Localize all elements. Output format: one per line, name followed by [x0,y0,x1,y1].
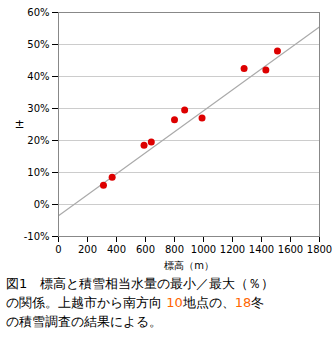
svg-text:60%: 60% [27,7,49,18]
svg-text:標高（m）: 標高（m） [164,260,214,271]
svg-text:-10%: -10% [24,231,50,242]
html-text:図1 標高と積雪相当水量の最小／最大（％）: 図1 標高と積雪相当水量の最小／最大（％） [6,276,275,291]
svg-text:1200: 1200 [220,244,245,255]
svg-text:200: 200 [78,244,97,255]
svg-text:50%: 50% [27,39,49,50]
svg-text:20%: 20% [27,135,49,146]
svg-text:40%: 40% [27,71,49,82]
svg-text:600: 600 [136,244,155,255]
html-text:の積雪調査の結果による。: の積雪調査の結果による。 [6,314,162,329]
html-text:の関係。上越市から南方向10地点の、18冬: の関係。上越市から南方向10地点の、18冬 [6,295,265,310]
svg-text:±: ± [15,117,25,131]
svg-text:0: 0 [55,244,61,255]
svg-text:10%: 10% [27,167,49,178]
svg-text:800: 800 [165,244,184,255]
svg-text:1600: 1600 [278,244,303,255]
svg-text:30%: 30% [27,103,49,114]
svg-text:1800: 1800 [307,244,332,255]
svg-text:0%: 0% [34,199,50,210]
svg-text:1000: 1000 [191,244,216,255]
svg-text:1400: 1400 [249,244,274,255]
svg-text:400: 400 [107,244,126,255]
